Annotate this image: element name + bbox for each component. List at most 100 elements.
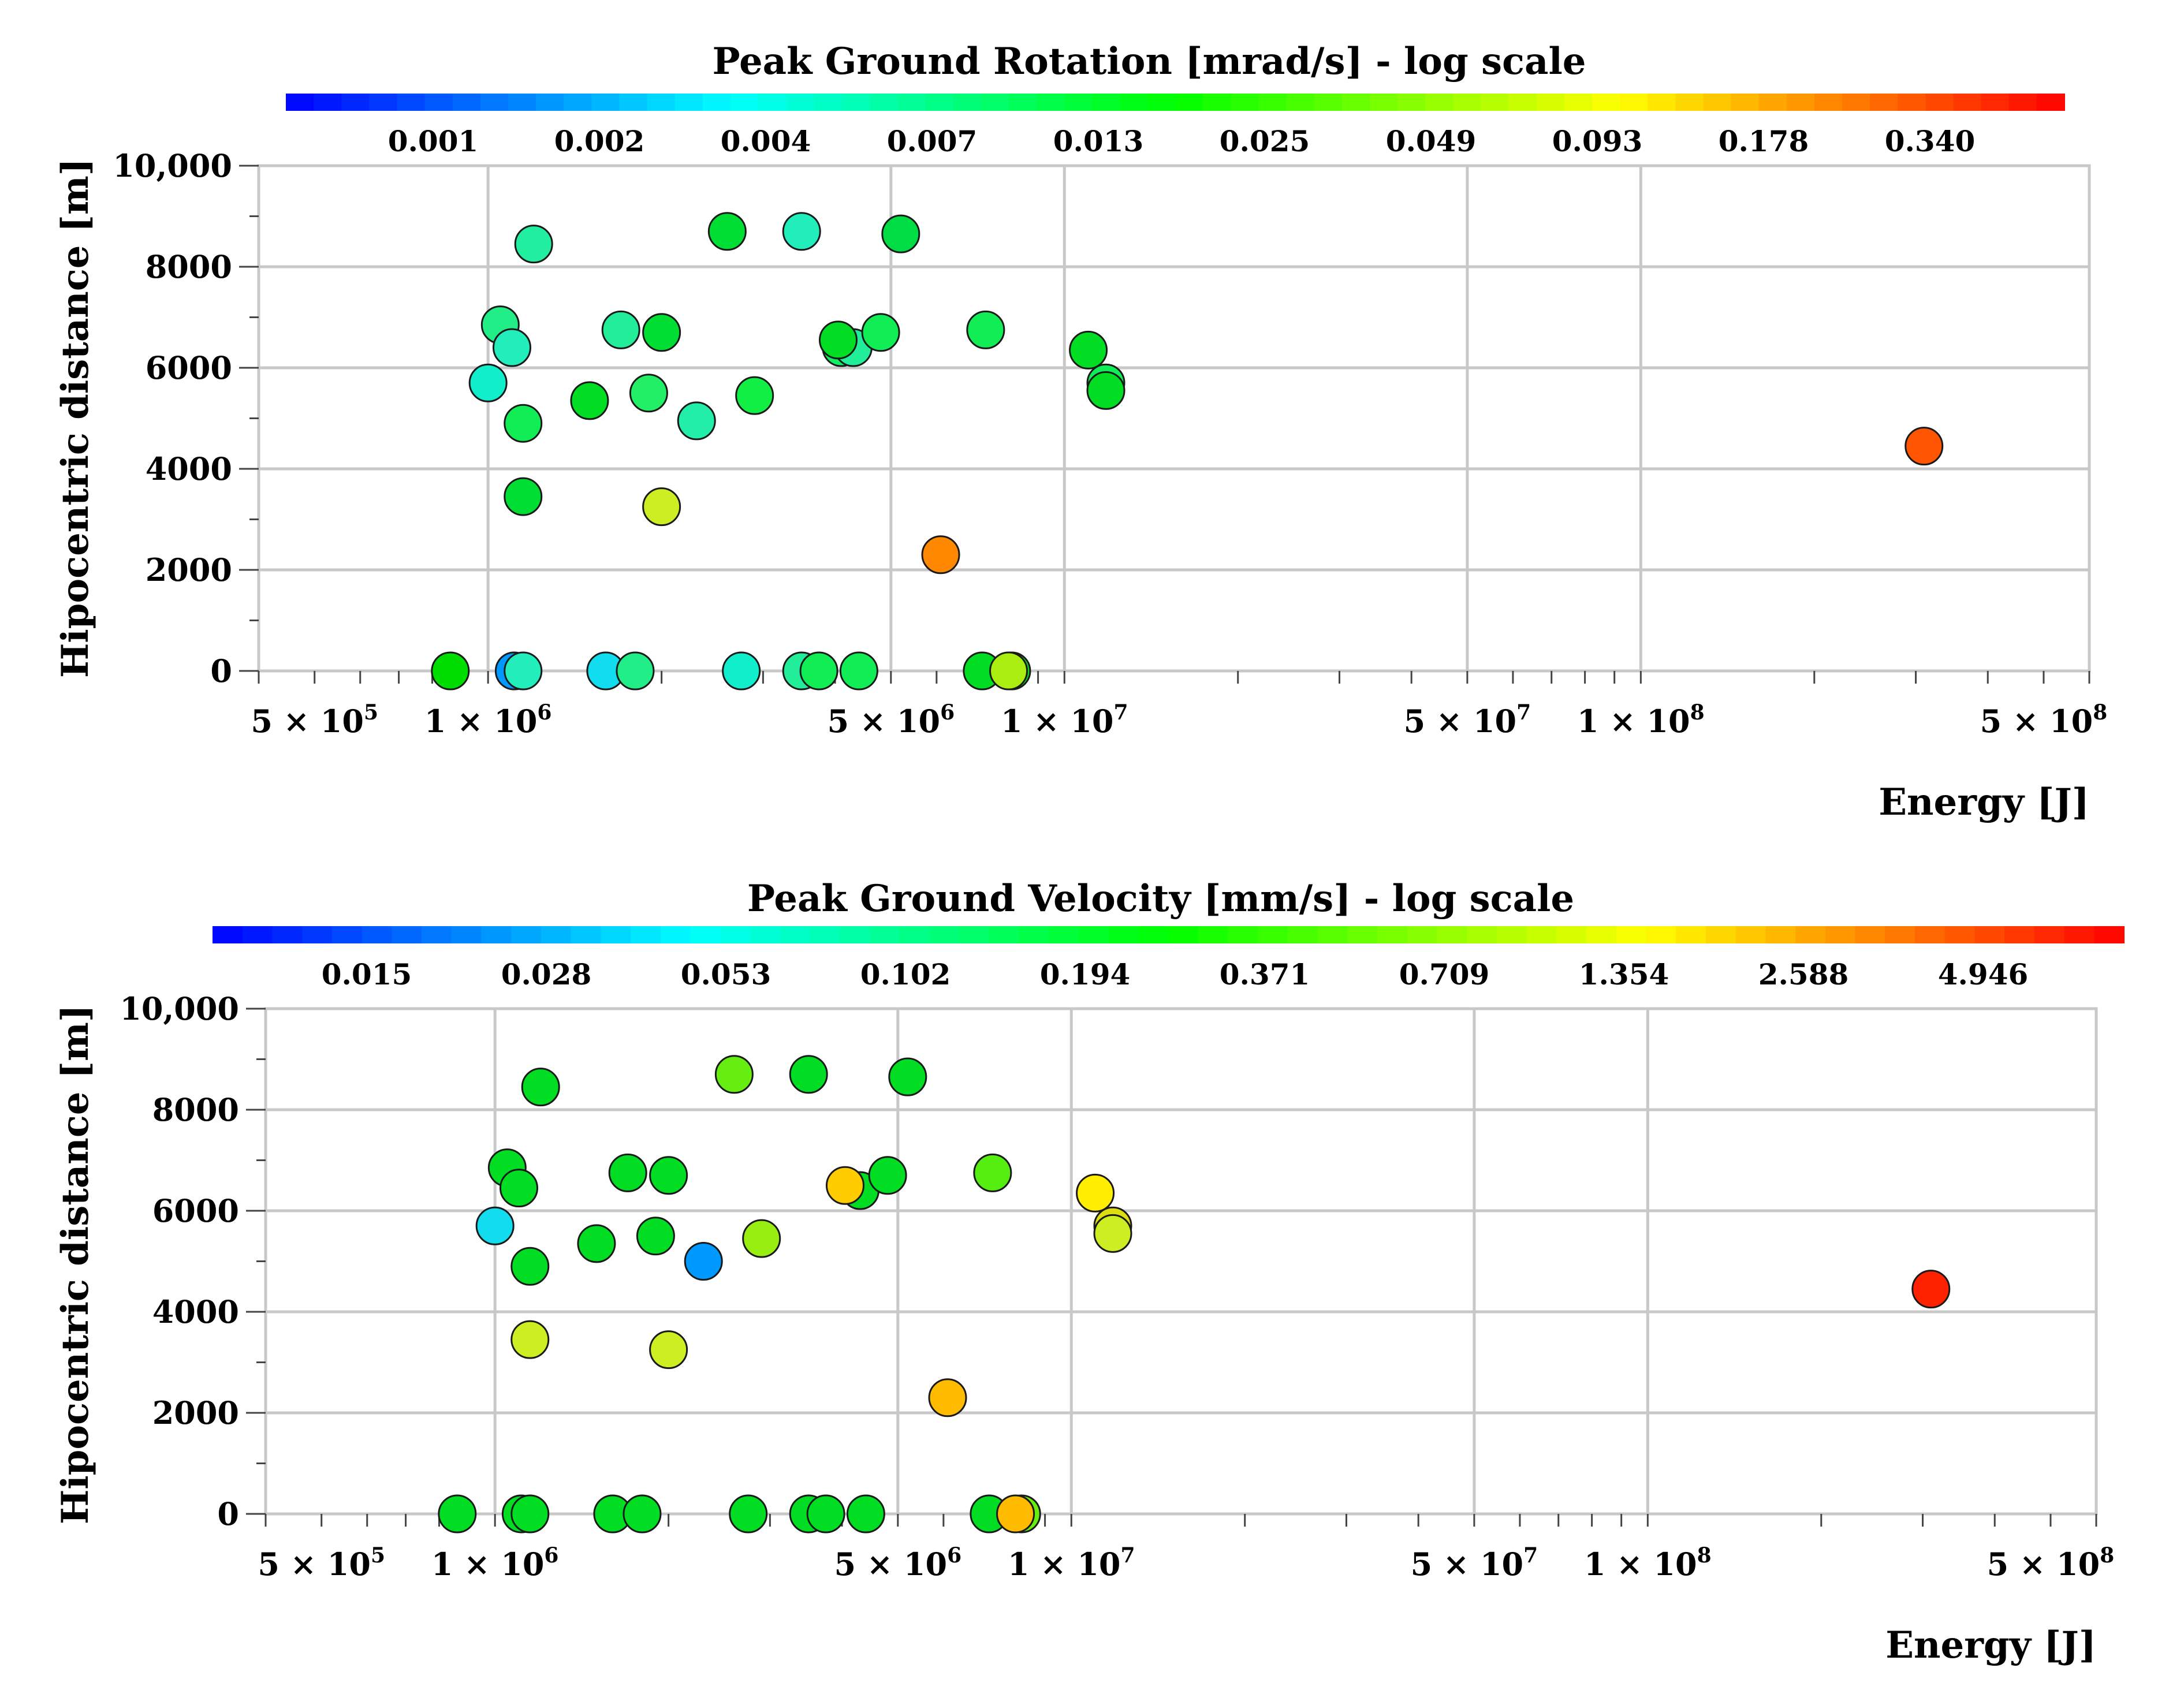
x-tick-label: 5 × 106: [834, 1543, 961, 1583]
colorbar-tick-label: 1.354: [1579, 957, 1669, 991]
data-point: [825, 1166, 864, 1205]
colorbar-segment: [953, 94, 982, 111]
colorbar-segment: [814, 94, 843, 111]
colorbar-segment: [1885, 926, 1915, 943]
colorbar-segment: [1586, 926, 1617, 943]
data-point: [707, 212, 747, 251]
colorbar-segment: [1369, 94, 1398, 111]
data-point: [881, 214, 920, 253]
data-point: [714, 1055, 754, 1094]
colorbar-segment: [660, 926, 691, 943]
colorbar-segment: [1467, 926, 1497, 943]
chart-title: Peak Ground Velocity [mm/s] - log scale: [747, 877, 1574, 920]
colorbar-segment: [750, 926, 781, 943]
colorbar-segment: [451, 926, 482, 943]
colorbar-segment: [601, 926, 632, 943]
colorbar-segment: [1842, 94, 1871, 111]
colorbar-segment: [302, 926, 333, 943]
colorbar-tick-label: 0.025: [1220, 124, 1310, 158]
colorbar-segment: [1953, 94, 1982, 111]
colorbar-tick-label: 0.102: [860, 957, 951, 991]
x-tick-label: 5 × 108: [1980, 700, 2108, 740]
data-point: [735, 376, 774, 415]
colorbar-segment: [981, 94, 1009, 111]
y-axis-label: Hipocentric distance [m]: [54, 158, 97, 678]
colorbar-segment: [1287, 926, 1318, 943]
colorbar-segment: [1091, 94, 1120, 111]
colorbar-segment: [1168, 926, 1199, 943]
y-axis-label: Hipocentric distance [m]: [54, 1005, 97, 1524]
data-point: [642, 487, 681, 527]
colorbar-segment: [1481, 94, 1510, 111]
data-point: [577, 1224, 616, 1263]
colorbar-segment: [1786, 94, 1815, 111]
colorbar-segment: [1855, 926, 1886, 943]
x-tick-label: 5 × 108: [1987, 1543, 2115, 1583]
y-tick-label: 2000: [152, 1394, 239, 1431]
data-point: [742, 1219, 781, 1258]
colorbar-segment: [1870, 94, 1899, 111]
colorbar-segment: [1258, 926, 1288, 943]
data-point: [504, 404, 543, 443]
data-point: [608, 1153, 647, 1192]
colorbar-tick-label: 0.093: [1552, 124, 1643, 158]
colorbar-segment: [780, 926, 811, 943]
y-tick-label: 2000: [146, 551, 232, 588]
data-point: [514, 225, 553, 264]
colorbar-segment: [424, 94, 453, 111]
colorbar-segment: [810, 926, 841, 943]
colorbar-tick-label: 0.007: [887, 124, 978, 158]
data-point: [504, 651, 543, 691]
colorbar-segment: [1703, 94, 1732, 111]
colorbar-segment: [1981, 94, 2010, 111]
colorbar-segment: [541, 926, 572, 943]
x-tick-label: 5 × 105: [251, 700, 378, 740]
data-point: [642, 313, 681, 352]
colorbar-segment: [1731, 94, 1760, 111]
y-axis: 0 2000 4000 6000 8000 10,000: [113, 147, 259, 689]
x-axis: 5 × 105 1 × 106 5 × 106 1 × 107 5 × 107 1 × 1…: [258, 1514, 2114, 1583]
x-axis-label: Energy [J]: [1879, 781, 2089, 824]
colorbar-segment: [1536, 94, 1565, 111]
colorbar-segment: [731, 94, 759, 111]
colorbar-segment: [929, 926, 960, 943]
y-tick-label: 10,000: [113, 147, 232, 184]
data-point: [504, 477, 543, 516]
data-point: [868, 1156, 907, 1195]
colorbar-segment: [1347, 926, 1378, 943]
colorbar-ticks: 0.015 0.028 0.053 0.102 0.194 0.371 0.709 1.354…: [322, 957, 2029, 991]
colorbar-segment: [690, 926, 721, 943]
data-point: [468, 363, 508, 402]
colorbar-segment: [925, 94, 953, 111]
colorbar-segment: [647, 94, 676, 111]
colorbar-segment: [1175, 94, 1204, 111]
colorbar: [213, 926, 2125, 943]
colorbar-segment: [1564, 94, 1593, 111]
y-tick-label: 10,000: [120, 990, 239, 1027]
colorbar-segment: [314, 94, 342, 111]
colorbar-tick-label: 0.194: [1040, 957, 1131, 991]
colorbar-segment: [1765, 926, 1797, 943]
colorbar-segment: [1049, 926, 1079, 943]
x-tick-label: 1 × 107: [1001, 700, 1128, 740]
colorbar-segment: [369, 94, 398, 111]
colorbar-segment: [2036, 94, 2065, 111]
colorbar-tick-label: 4.946: [1938, 957, 2029, 991]
data-point: [492, 328, 531, 367]
data-point: [601, 310, 640, 349]
colorbar-segment: [702, 94, 731, 111]
colorbar-segment: [1944, 926, 1976, 943]
y-axis: 0 2000 4000 6000 8000 10,000: [120, 990, 266, 1532]
colorbar-segment: [1258, 94, 1287, 111]
colorbar-segment: [619, 94, 648, 111]
data-point: [684, 1242, 723, 1281]
x-tick-label: 5 × 107: [1404, 700, 1531, 740]
data-point: [973, 1153, 1012, 1192]
colorbar-segment: [341, 94, 370, 111]
data-point: [510, 1320, 550, 1359]
data-point: [438, 1494, 477, 1534]
data-point: [475, 1206, 515, 1245]
colorbar-segment: [1425, 94, 1454, 111]
colorbar-segment: [422, 926, 452, 943]
colorbar-segment: [1508, 94, 1537, 111]
